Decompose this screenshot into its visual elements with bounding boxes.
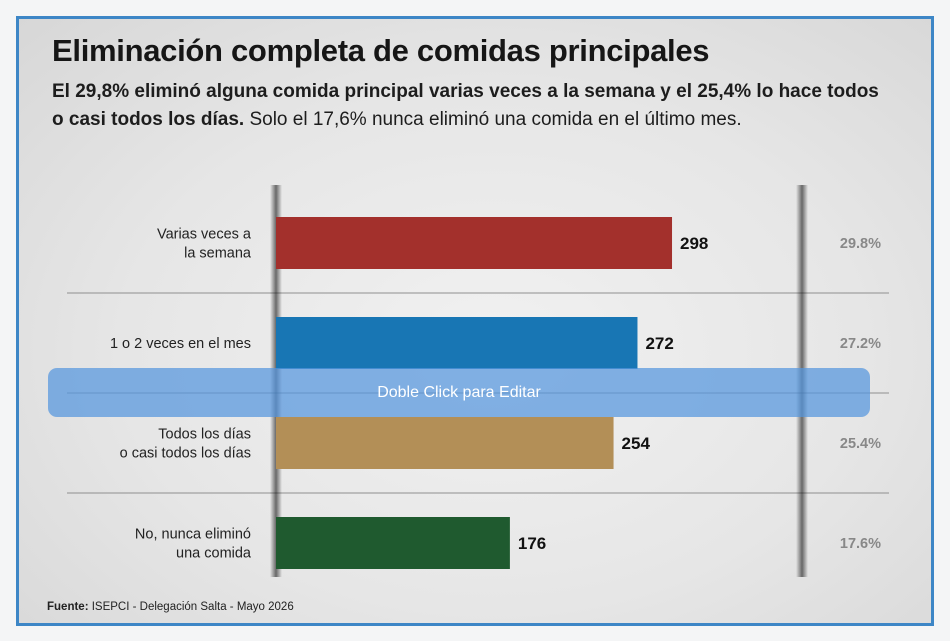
category-label: la semana [184,246,252,262]
value-label: 254 [622,434,651,453]
subtitle-rest: Solo el 17,6% nunca eliminó una comida e… [244,109,742,130]
chart-title: Eliminación completa de comidas principa… [52,33,710,68]
percent-label: 17.6% [840,536,881,552]
value-label: 298 [680,234,708,253]
category-label: o casi todos los días [120,446,251,462]
category-label: 1 o 2 veces en el mes [110,336,251,352]
percent-label: 27.2% [840,336,881,352]
percent-label: 29.8% [840,236,881,252]
source-text: ISEPCI - Delegación Salta - Mayo 2026 [88,601,294,613]
bars-group: Varias veces a la semana 298 29.8% 1 o 2 vec… [110,217,881,569]
edit-overlay-label: Doble Click para Editar [377,383,541,401]
source-note: Fuente: ISEPCI - Delegación Salta - Mayo… [47,601,294,613]
category-label: Todos los días [158,427,251,443]
infographic-frame[interactable]: Eliminación completa de comidas principa… [16,16,934,626]
bar [276,317,638,369]
category-label: No, nunca eliminó [135,527,251,543]
category-label: una comida [176,546,252,562]
source-label: Fuente: [47,601,89,613]
bar [276,517,510,569]
value-label: 176 [518,534,546,553]
value-label: 272 [645,334,673,353]
bar-chart: Varias veces a la semana 298 29.8% 1 o 2 vec… [67,185,889,577]
bar [276,217,673,269]
percent-label: 25.4% [840,436,881,452]
category-label: Varias veces a [157,227,252,243]
bar [276,417,614,469]
chart-subtitle: El 29,8% eliminó alguna comida principal… [52,78,892,134]
subtitle-highlight: El 29,8% eliminó alguna comida principal… [52,81,879,130]
edit-overlay-button[interactable]: Doble Click para Editar [48,368,870,417]
